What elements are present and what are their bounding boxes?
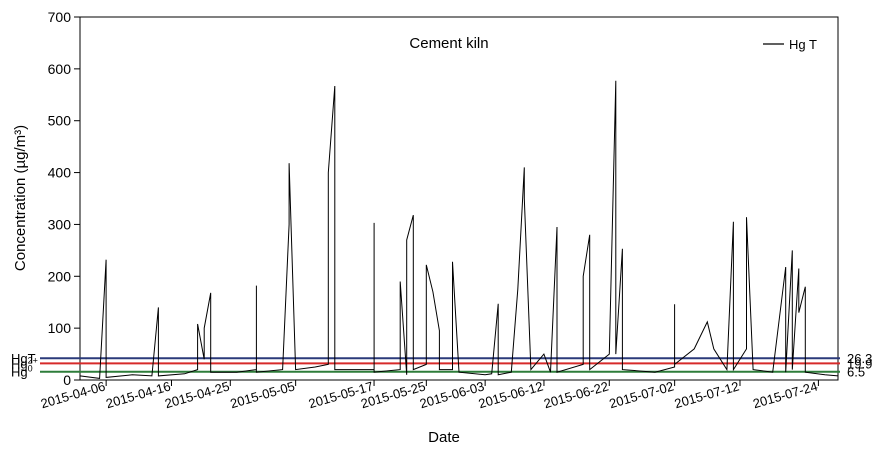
y-tick-label: 0 xyxy=(63,372,71,388)
y-axis-label: Concentration (µg/m³) xyxy=(12,125,29,271)
x-tick-label: 2015-06-22 xyxy=(542,378,610,411)
y-tick-label: 200 xyxy=(48,268,72,284)
y-tick-label: 400 xyxy=(48,165,72,181)
x-tick-label: 2015-07-02 xyxy=(607,378,675,411)
x-tick-label: 2015-07-24 xyxy=(751,378,819,411)
reference-line-value: 26.3 xyxy=(847,351,872,366)
reference-line-label: Hg0 xyxy=(11,364,33,380)
x-tick-label: 2015-04-06 xyxy=(39,378,107,411)
x-tick-label: 2015-07-12 xyxy=(673,378,741,411)
x-axis-label: Date xyxy=(428,429,460,446)
reference-line-label: HgT xyxy=(11,351,36,366)
series-line-hg-t xyxy=(79,80,839,379)
x-tick-label: 2015-04-25 xyxy=(163,378,231,411)
y-tick-label: 600 xyxy=(48,61,72,77)
x-tick-label: 2015-05-05 xyxy=(228,378,296,411)
reference-line-value: 19.9 xyxy=(847,356,872,371)
plot-frame xyxy=(79,16,839,381)
x-tick-label: 2015-06-03 xyxy=(418,378,486,411)
y-tick-label: 500 xyxy=(48,113,72,129)
reference-line-value: 6.5 xyxy=(847,365,865,380)
chart-title: Cement kiln xyxy=(409,35,488,52)
legend-label: Hg T xyxy=(789,37,817,52)
x-tick-label: 2015-06-12 xyxy=(477,378,545,411)
x-tick-label: 2015-04-16 xyxy=(104,378,172,411)
y-tick-label: 700 xyxy=(48,9,72,25)
y-tick-label: 300 xyxy=(48,216,72,232)
y-tick-label: 100 xyxy=(48,320,72,336)
